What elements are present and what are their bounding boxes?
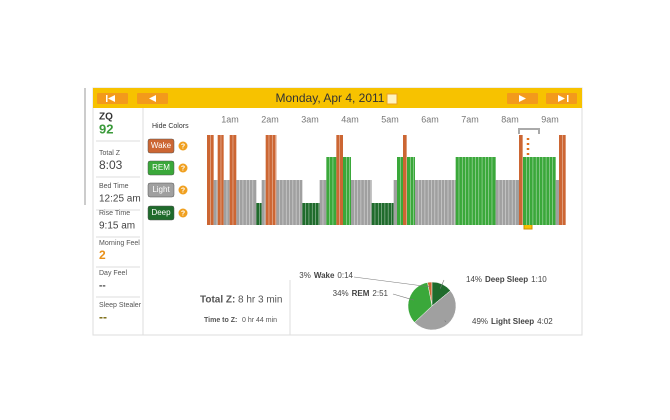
header-bar	[93, 88, 582, 108]
hour-label: 8am	[501, 114, 519, 124]
next-buttons[interactable]	[507, 93, 577, 104]
stage-bar	[326, 157, 337, 225]
stat-label: Rise Time	[99, 210, 130, 217]
icon	[149, 95, 156, 102]
pie-category: Wake	[314, 271, 335, 280]
pie-duration: 2:51	[372, 289, 388, 298]
stage-name: Light	[152, 185, 170, 194]
date-title: Monday, Apr 4, 2011	[276, 91, 385, 105]
hour-label: 7am	[461, 114, 479, 124]
stage-bar	[403, 135, 407, 225]
stat-value: 8:03	[99, 158, 123, 172]
help-mark: ?	[181, 165, 185, 172]
pie-percent: 34%	[333, 289, 349, 298]
stage-bar	[393, 180, 397, 225]
pie-percent: 3%	[299, 271, 311, 280]
pie-duration: 0:14	[337, 271, 353, 280]
pie-label: 14% Deep Sleep 1:10	[466, 275, 547, 284]
leader-line	[439, 279, 445, 289]
prev-buttons[interactable]	[97, 93, 168, 104]
stage-name: Deep	[151, 208, 171, 217]
cursor-bracket	[518, 128, 540, 134]
pie-category: Light Sleep	[491, 317, 534, 326]
stat-label: Day Feel	[99, 270, 127, 277]
stat-label: Bed Time	[99, 183, 129, 190]
stage-badge[interactable]	[147, 138, 175, 154]
total-z-value: 8 hr 3 min	[238, 295, 282, 306]
hour-label: 9am	[541, 114, 559, 124]
stat-value: 92	[99, 121, 113, 136]
pie-percent: 14%	[466, 275, 482, 284]
help-mark: ?	[181, 210, 185, 217]
pie-label: 34% REM 2:51	[333, 289, 389, 298]
stat-label: Morning Feel	[99, 240, 140, 247]
pie-percent: 49%	[472, 317, 488, 326]
stat-value: 2	[99, 248, 106, 262]
leader-line	[353, 276, 431, 288]
stage-bar	[343, 157, 351, 225]
stage-name: Wake	[151, 141, 172, 150]
stat-label: Total Z	[99, 150, 121, 157]
ttz-label: Time to Z:	[204, 317, 237, 324]
pie-category: Deep Sleep	[485, 275, 528, 284]
leader-line	[392, 293, 414, 301]
stage-bar	[261, 180, 266, 225]
pie-label: 3% Wake 0:14	[299, 271, 353, 280]
calendar-icon[interactable]	[386, 93, 398, 105]
stage-bar	[519, 135, 523, 225]
stage-badge[interactable]	[147, 182, 175, 198]
stage-bar	[415, 180, 456, 225]
stat-value: 9:15 am	[99, 221, 135, 232]
stat-value: --	[99, 310, 107, 324]
help-mark: ?	[181, 187, 185, 194]
icon	[519, 95, 526, 102]
icon	[106, 95, 115, 102]
pie-duration: 1:10	[531, 275, 547, 284]
total-z-label: Total Z:	[200, 295, 235, 306]
hour-label: 5am	[381, 114, 399, 124]
stage-bar	[351, 180, 372, 225]
hour-label: 6am	[421, 114, 439, 124]
stage-bar	[265, 135, 277, 225]
help-mark: ?	[181, 143, 185, 150]
pie-slice	[414, 290, 457, 331]
help-icon[interactable]	[178, 208, 188, 218]
stat-value: 12:25 am	[99, 194, 141, 205]
hour-label: 1am	[221, 114, 239, 124]
help-icon[interactable]	[178, 163, 188, 173]
hour-label: 4am	[341, 114, 359, 124]
stat-label: Sleep Stealer	[99, 302, 142, 309]
help-icon[interactable]	[178, 141, 188, 151]
hour-label: 3am	[301, 114, 319, 124]
stage-bar	[302, 203, 320, 225]
stage-badge[interactable]	[147, 160, 175, 176]
stage-bar	[555, 180, 559, 225]
icon	[558, 95, 569, 102]
hide-colors-toggle[interactable]: Hide Colors	[152, 123, 189, 130]
stat-value: --	[99, 281, 106, 292]
stage-bar	[256, 203, 262, 225]
ttz-value: 0 hr 44 min	[242, 317, 277, 324]
stage-name: REM	[152, 163, 170, 172]
pie-duration: 4:02	[537, 317, 553, 326]
help-icon[interactable]	[178, 185, 188, 195]
pie-category: REM	[352, 289, 370, 298]
hour-label: 2am	[261, 114, 279, 124]
stat-label: ZQ	[99, 112, 113, 123]
stage-bar	[407, 157, 415, 225]
stage-bar	[495, 180, 519, 225]
leader-line	[444, 320, 447, 323]
pie-label: 49% Light Sleep 4:02	[472, 317, 553, 326]
stage-bar	[213, 180, 218, 225]
stage-badge[interactable]	[147, 205, 175, 221]
